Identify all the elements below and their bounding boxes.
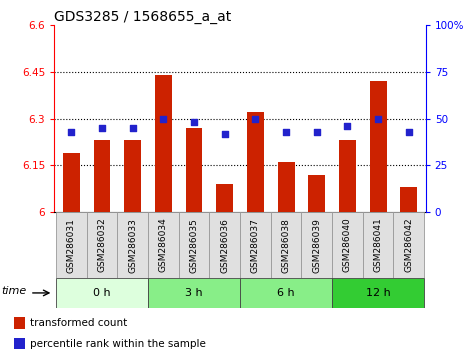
Bar: [394, 212, 424, 278]
Bar: [14, 317, 26, 329]
Bar: [87, 212, 117, 278]
Text: 0 h: 0 h: [93, 288, 111, 298]
Point: [129, 125, 136, 131]
Point: [374, 116, 382, 121]
Bar: [117, 212, 148, 278]
Text: GSM286042: GSM286042: [404, 218, 413, 272]
Point: [313, 129, 321, 135]
Bar: [240, 212, 271, 278]
Text: 12 h: 12 h: [366, 288, 391, 298]
Text: GSM286038: GSM286038: [281, 218, 290, 273]
Bar: [400, 187, 417, 212]
Text: GSM286037: GSM286037: [251, 218, 260, 273]
Bar: [278, 162, 295, 212]
Bar: [301, 212, 332, 278]
Point: [405, 129, 412, 135]
Bar: [179, 212, 210, 278]
Bar: [247, 112, 264, 212]
Bar: [148, 278, 240, 308]
Bar: [94, 141, 110, 212]
Point: [98, 125, 106, 131]
Point: [159, 116, 167, 121]
Bar: [210, 212, 240, 278]
Text: percentile rank within the sample: percentile rank within the sample: [30, 339, 206, 349]
Text: 3 h: 3 h: [185, 288, 203, 298]
Text: GSM286036: GSM286036: [220, 218, 229, 273]
Bar: [308, 175, 325, 212]
Bar: [155, 75, 172, 212]
Bar: [63, 153, 80, 212]
Text: GSM286033: GSM286033: [128, 218, 137, 273]
Bar: [240, 278, 332, 308]
Bar: [56, 278, 148, 308]
Bar: [185, 128, 202, 212]
Bar: [56, 212, 87, 278]
Text: GSM286039: GSM286039: [312, 218, 321, 273]
Bar: [339, 141, 356, 212]
Bar: [370, 81, 386, 212]
Point: [221, 131, 228, 136]
Text: time: time: [1, 286, 26, 296]
Text: GSM286040: GSM286040: [343, 218, 352, 272]
Bar: [216, 184, 233, 212]
Text: 6 h: 6 h: [277, 288, 295, 298]
Text: GSM286041: GSM286041: [374, 218, 383, 272]
Text: GSM286034: GSM286034: [159, 218, 168, 272]
Point: [190, 120, 198, 125]
Point: [344, 123, 351, 129]
Point: [252, 116, 259, 121]
Point: [68, 129, 75, 135]
Bar: [14, 338, 26, 349]
Text: transformed count: transformed count: [30, 318, 127, 328]
Bar: [124, 141, 141, 212]
Bar: [148, 212, 179, 278]
Text: GDS3285 / 1568655_a_at: GDS3285 / 1568655_a_at: [54, 10, 232, 24]
Bar: [363, 212, 394, 278]
Text: GSM286032: GSM286032: [97, 218, 106, 272]
Text: GSM286031: GSM286031: [67, 218, 76, 273]
Text: GSM286035: GSM286035: [190, 218, 199, 273]
Bar: [332, 212, 363, 278]
Bar: [332, 278, 424, 308]
Point: [282, 129, 290, 135]
Bar: [271, 212, 301, 278]
